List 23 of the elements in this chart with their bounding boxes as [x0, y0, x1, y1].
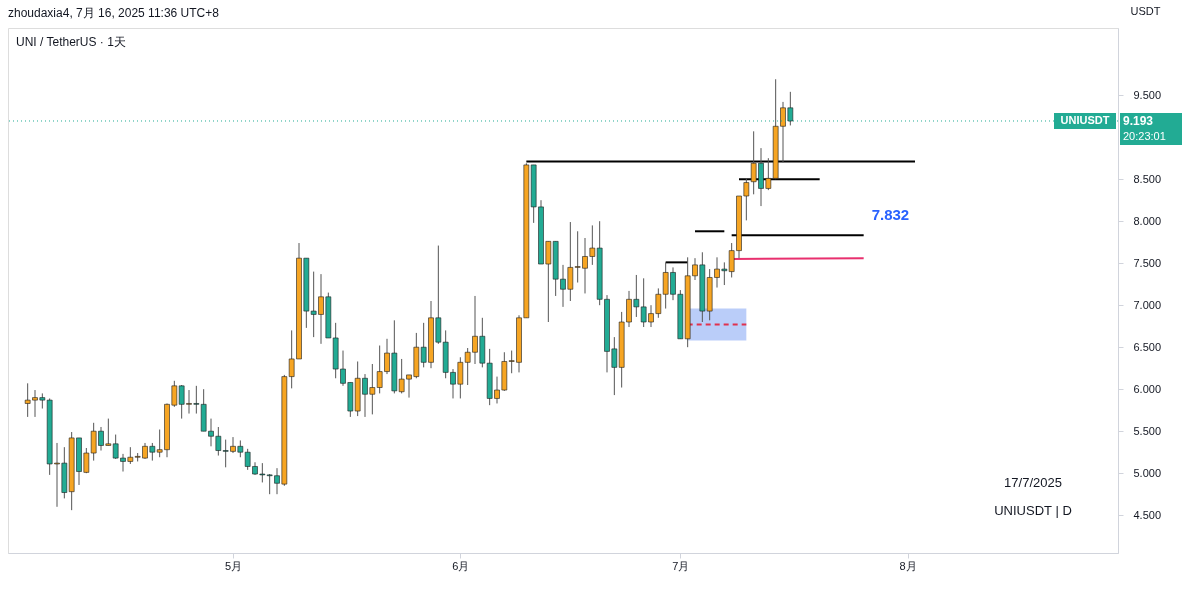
y-tick-label: 5.000 [1133, 466, 1162, 479]
text: UNI / TetherUS · 1天 [16, 35, 126, 49]
x-tick-label: 8月 [899, 559, 917, 572]
chart-subtitle: zhoudaxia4, 7月 16, 2025 11:36 UTC+8 [8, 6, 220, 20]
annotation: UNIUSDT | D [994, 503, 1072, 518]
y-tick-label: 5.500 [1133, 424, 1162, 437]
y-tick-label: 7.000 [1133, 298, 1162, 311]
y-tick-label: 8.000 [1133, 214, 1162, 227]
x-tick-label: 7月 [672, 559, 690, 572]
ref-line-label: UNIUSDT [1060, 113, 1110, 126]
y-tick-label: 8.500 [1133, 172, 1162, 185]
y-tick-label: 4.500 [1133, 508, 1162, 521]
x-tick-label: 5月 [224, 559, 243, 572]
text: 9.193 [1123, 113, 1154, 128]
y-tick-label: 6.000 [1133, 382, 1162, 395]
y-tick-label: 6.500 [1133, 340, 1162, 353]
annotation: 17/7/2025 [1004, 475, 1062, 490]
y-axis-title: USDT [1130, 4, 1161, 17]
annotation: 7.832 [871, 206, 910, 224]
x-tick-label: 6月 [452, 559, 470, 572]
text: 20:23:01 [1123, 129, 1166, 142]
y-tick-label: 7.500 [1133, 256, 1162, 269]
y-tick-label: 9.500 [1133, 88, 1162, 101]
